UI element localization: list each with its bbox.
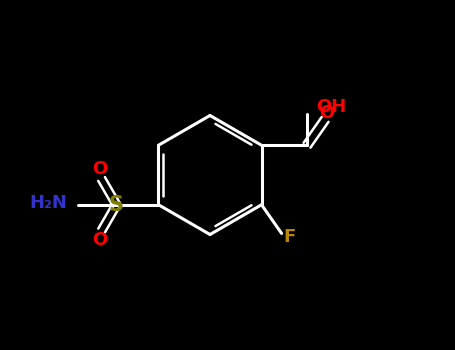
Text: OH: OH	[316, 98, 346, 117]
Text: O: O	[92, 160, 107, 178]
Text: S: S	[109, 195, 124, 215]
Text: H₂N: H₂N	[30, 194, 67, 212]
Text: O: O	[319, 104, 334, 122]
Text: F: F	[283, 228, 295, 246]
Text: O: O	[92, 231, 107, 249]
